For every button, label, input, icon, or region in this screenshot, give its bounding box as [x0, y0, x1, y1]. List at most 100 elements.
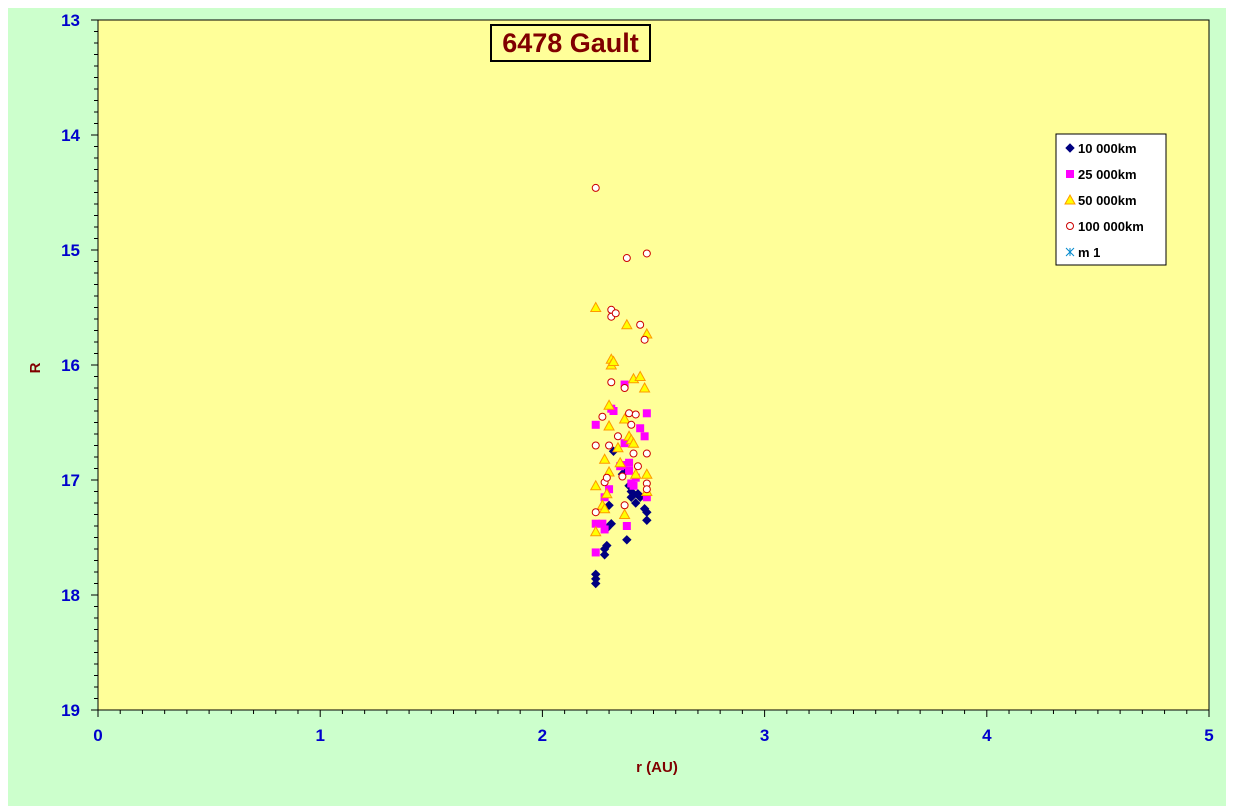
data-point — [589, 479, 602, 491]
data-point — [591, 441, 600, 450]
data-point — [629, 481, 638, 490]
x-axis-title: r (AU) — [636, 759, 678, 776]
data-point — [642, 493, 651, 502]
data-point — [640, 468, 653, 479]
data-point — [622, 254, 631, 263]
data-point — [591, 519, 600, 528]
data-point — [625, 458, 634, 467]
data-point — [620, 439, 629, 448]
data-point — [609, 407, 618, 415]
data-point — [589, 525, 602, 537]
data-marks — [589, 183, 653, 589]
legend-marker — [1066, 170, 1074, 178]
data-point — [605, 441, 614, 450]
data-point — [622, 522, 631, 530]
data-point — [642, 249, 651, 258]
x-tick-label: 3 — [760, 726, 769, 745]
y-tick-label: 17 — [61, 471, 80, 490]
data-point — [633, 462, 642, 471]
data-point — [591, 183, 600, 192]
data-point — [622, 535, 632, 545]
data-point — [631, 410, 640, 419]
plot-area — [97, 19, 1210, 711]
legend-marker — [1066, 222, 1074, 230]
data-point — [598, 502, 611, 514]
data-point — [620, 384, 629, 392]
data-point — [634, 370, 647, 381]
legend-marker — [1065, 247, 1075, 257]
data-point — [625, 409, 634, 418]
data-point — [618, 413, 631, 424]
data-point — [627, 437, 640, 448]
legend-marker — [1064, 193, 1076, 205]
data-point — [642, 449, 651, 458]
data-point — [599, 550, 610, 560]
data-point — [598, 453, 611, 464]
data-point — [627, 420, 636, 429]
data-point — [613, 432, 622, 441]
data-point — [642, 409, 651, 418]
x-tick-label: 1 — [315, 726, 324, 745]
axes: 0 1 2 3 4 5 13 14 15 16 17 18 19 — [61, 11, 1214, 745]
data-point — [612, 441, 624, 453]
data-point — [591, 420, 600, 429]
data-point — [636, 424, 645, 433]
data-point — [640, 335, 649, 344]
chart-title: 6478 Gault — [490, 24, 651, 62]
data-point — [642, 485, 651, 494]
legend-label: m 1 — [1078, 245, 1100, 260]
data-point — [603, 419, 615, 431]
legend-label: 25 000km — [1078, 167, 1137, 182]
series-0 — [591, 446, 652, 589]
data-point — [620, 501, 629, 510]
series-3 — [591, 183, 651, 517]
y-axis-title: R — [27, 362, 44, 373]
data-point — [607, 355, 620, 367]
data-point — [642, 515, 652, 525]
series-2 — [589, 301, 653, 537]
y-tick-label: 16 — [61, 356, 80, 375]
data-point — [591, 508, 600, 517]
y-tick-label: 14 — [61, 126, 80, 145]
data-point — [614, 456, 627, 468]
data-point — [607, 378, 616, 387]
data-point — [629, 468, 642, 479]
legend-label: 10 000km — [1078, 141, 1137, 156]
x-tick-label: 0 — [93, 726, 102, 745]
data-point — [618, 472, 627, 481]
legend-label: 50 000km — [1078, 193, 1137, 208]
data-point — [598, 519, 607, 528]
data-point — [629, 449, 638, 458]
legend-marker — [1065, 143, 1075, 153]
data-point — [591, 578, 601, 589]
data-point — [598, 412, 607, 421]
x-tick-label: 4 — [982, 726, 992, 745]
data-point — [636, 320, 645, 329]
data-point — [638, 381, 651, 393]
data-point — [602, 540, 612, 551]
series-1 — [591, 380, 651, 557]
x-tick-label: 2 — [538, 726, 547, 745]
x-tick-label: 5 — [1204, 726, 1213, 745]
y-tick-label: 15 — [61, 241, 80, 260]
data-point — [631, 498, 641, 508]
data-point — [600, 487, 613, 499]
data-point — [625, 466, 634, 475]
y-tick-label: 19 — [61, 701, 80, 720]
y-tick-label: 13 — [61, 11, 80, 30]
data-point — [591, 548, 600, 557]
legend-label: 100 000km — [1078, 219, 1144, 234]
y-tick-label: 18 — [61, 586, 80, 605]
data-point — [589, 301, 602, 312]
data-point — [640, 432, 649, 441]
data-point — [611, 309, 620, 318]
data-point — [606, 518, 616, 529]
data-point — [620, 318, 633, 330]
legend-box — [1055, 133, 1167, 266]
data-point — [600, 525, 609, 534]
data-point — [618, 508, 631, 519]
data-point — [605, 485, 614, 494]
data-point — [602, 473, 611, 482]
legend: 10 000km 25 000km 50 000km 100 000km m 1 — [1055, 133, 1167, 266]
